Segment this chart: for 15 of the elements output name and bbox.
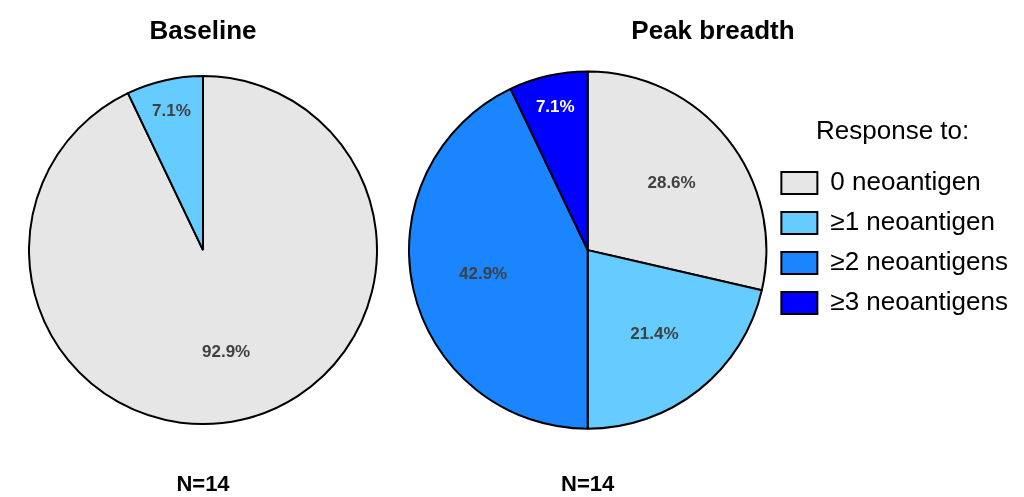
chart-title: Peak breadth <box>631 14 795 45</box>
data-label: 7.1% <box>152 100 191 120</box>
legend-label: 0 neoantigen <box>830 166 981 197</box>
data-label: 42.9% <box>459 263 508 283</box>
data-label: 92.9% <box>201 341 251 361</box>
legend-label: ≥3 neoantigens <box>830 286 1009 317</box>
chart-title: Baseline <box>149 14 257 45</box>
legend-label: ≥2 neoantigens <box>830 246 1009 277</box>
data-label: 7.1% <box>535 96 575 116</box>
data-label: 21.4% <box>630 323 679 343</box>
text: N=14 <box>176 471 231 497</box>
data-label: 28.6% <box>647 173 696 193</box>
legend-title: Response to: <box>816 115 970 146</box>
text: N=14 <box>561 471 616 497</box>
legend-label: ≥1 neoantigen <box>830 206 996 237</box>
